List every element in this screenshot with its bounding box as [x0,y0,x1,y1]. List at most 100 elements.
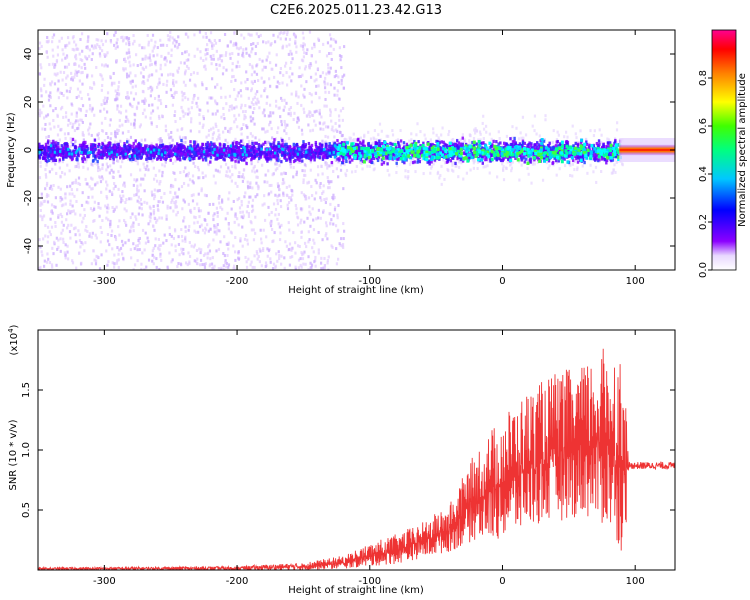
noise-speck [308,115,311,119]
noise-speck [129,64,132,68]
noise-speck [133,247,136,251]
noise-speck [342,222,345,226]
noise-speck [40,44,43,48]
noise-speck [58,138,61,142]
noise-speck [475,129,478,133]
noise-speck [115,59,118,63]
noise-speck [227,263,231,267]
noise-speck [438,176,441,180]
noise-speck [283,129,286,133]
noise-speck [267,192,271,196]
band-cell [547,143,551,148]
noise-speck [139,63,142,67]
noise-speck [242,214,245,218]
noise-speck [131,223,134,227]
noise-speck [98,44,101,48]
noise-speck [38,72,41,76]
noise-speck [211,42,214,46]
band-cell [292,142,295,146]
noise-speck [217,267,220,270]
noise-speck [209,127,213,131]
noise-speck [92,81,95,85]
noise-speck [57,185,60,189]
noise-speck [179,171,182,175]
band-cell [143,144,147,148]
noise-speck [269,61,272,65]
noise-speck [117,258,120,262]
noise-speck [169,60,172,64]
noise-speck [101,77,104,81]
noise-speck [85,200,88,204]
noise-speck [330,218,333,222]
noise-speck [247,200,250,204]
noise-speck [77,70,80,74]
noise-speck [114,46,117,50]
noise-speck [149,116,152,120]
band-cell [128,143,131,147]
band-cell [294,158,297,163]
noise-speck [45,114,48,118]
noise-speck [285,101,288,105]
noise-speck [256,90,259,94]
noise-speck [188,254,192,258]
noise-speck [462,177,465,181]
noise-speck [555,138,559,142]
noise-speck [329,44,332,48]
noise-speck [119,104,123,108]
noise-speck [307,180,311,184]
band-cell [597,139,601,143]
noise-speck [184,83,187,87]
noise-speck [334,158,337,162]
noise-speck [255,72,259,76]
noise-speck [301,253,304,257]
noise-speck [152,209,155,213]
noise-speck [234,258,237,262]
noise-speck [207,245,210,249]
noise-speck [127,48,130,52]
band-cell [382,161,386,165]
noise-speck [308,30,312,34]
noise-speck [275,53,278,57]
noise-speck [101,129,105,133]
noise-speck [100,253,103,257]
noise-speck [251,198,255,202]
noise-speck [200,81,204,85]
noise-speck [61,197,64,201]
noise-speck [212,238,215,242]
noise-speck [88,126,91,130]
band-cell [145,154,149,158]
noise-speck [185,32,188,36]
noise-speck [263,80,266,84]
noise-speck [218,133,221,137]
noise-speck [278,225,281,229]
noise-speck [262,110,265,114]
band-cell [178,155,181,159]
noise-speck [197,176,200,180]
noise-speck [141,228,145,232]
noise-speck [65,55,69,59]
noise-speck [458,165,461,169]
noise-speck [270,227,274,231]
noise-speck [100,88,103,92]
noise-speck [321,71,325,75]
noise-speck [109,137,112,141]
band-cell [292,159,296,164]
noise-speck [279,231,282,235]
noise-speck [313,119,316,123]
noise-speck [257,100,260,104]
noise-speck [173,44,177,48]
noise-speck [45,163,48,167]
band-cell [492,139,495,144]
noise-speck [245,265,249,269]
noise-speck [209,257,212,261]
noise-speck [97,165,100,169]
noise-speck [70,71,73,75]
noise-speck [68,169,71,173]
noise-speck [90,74,94,78]
noise-speck [177,235,180,239]
band-cell [536,141,539,145]
noise-speck [238,206,242,210]
noise-speck [176,45,180,49]
band-cell [383,148,386,152]
